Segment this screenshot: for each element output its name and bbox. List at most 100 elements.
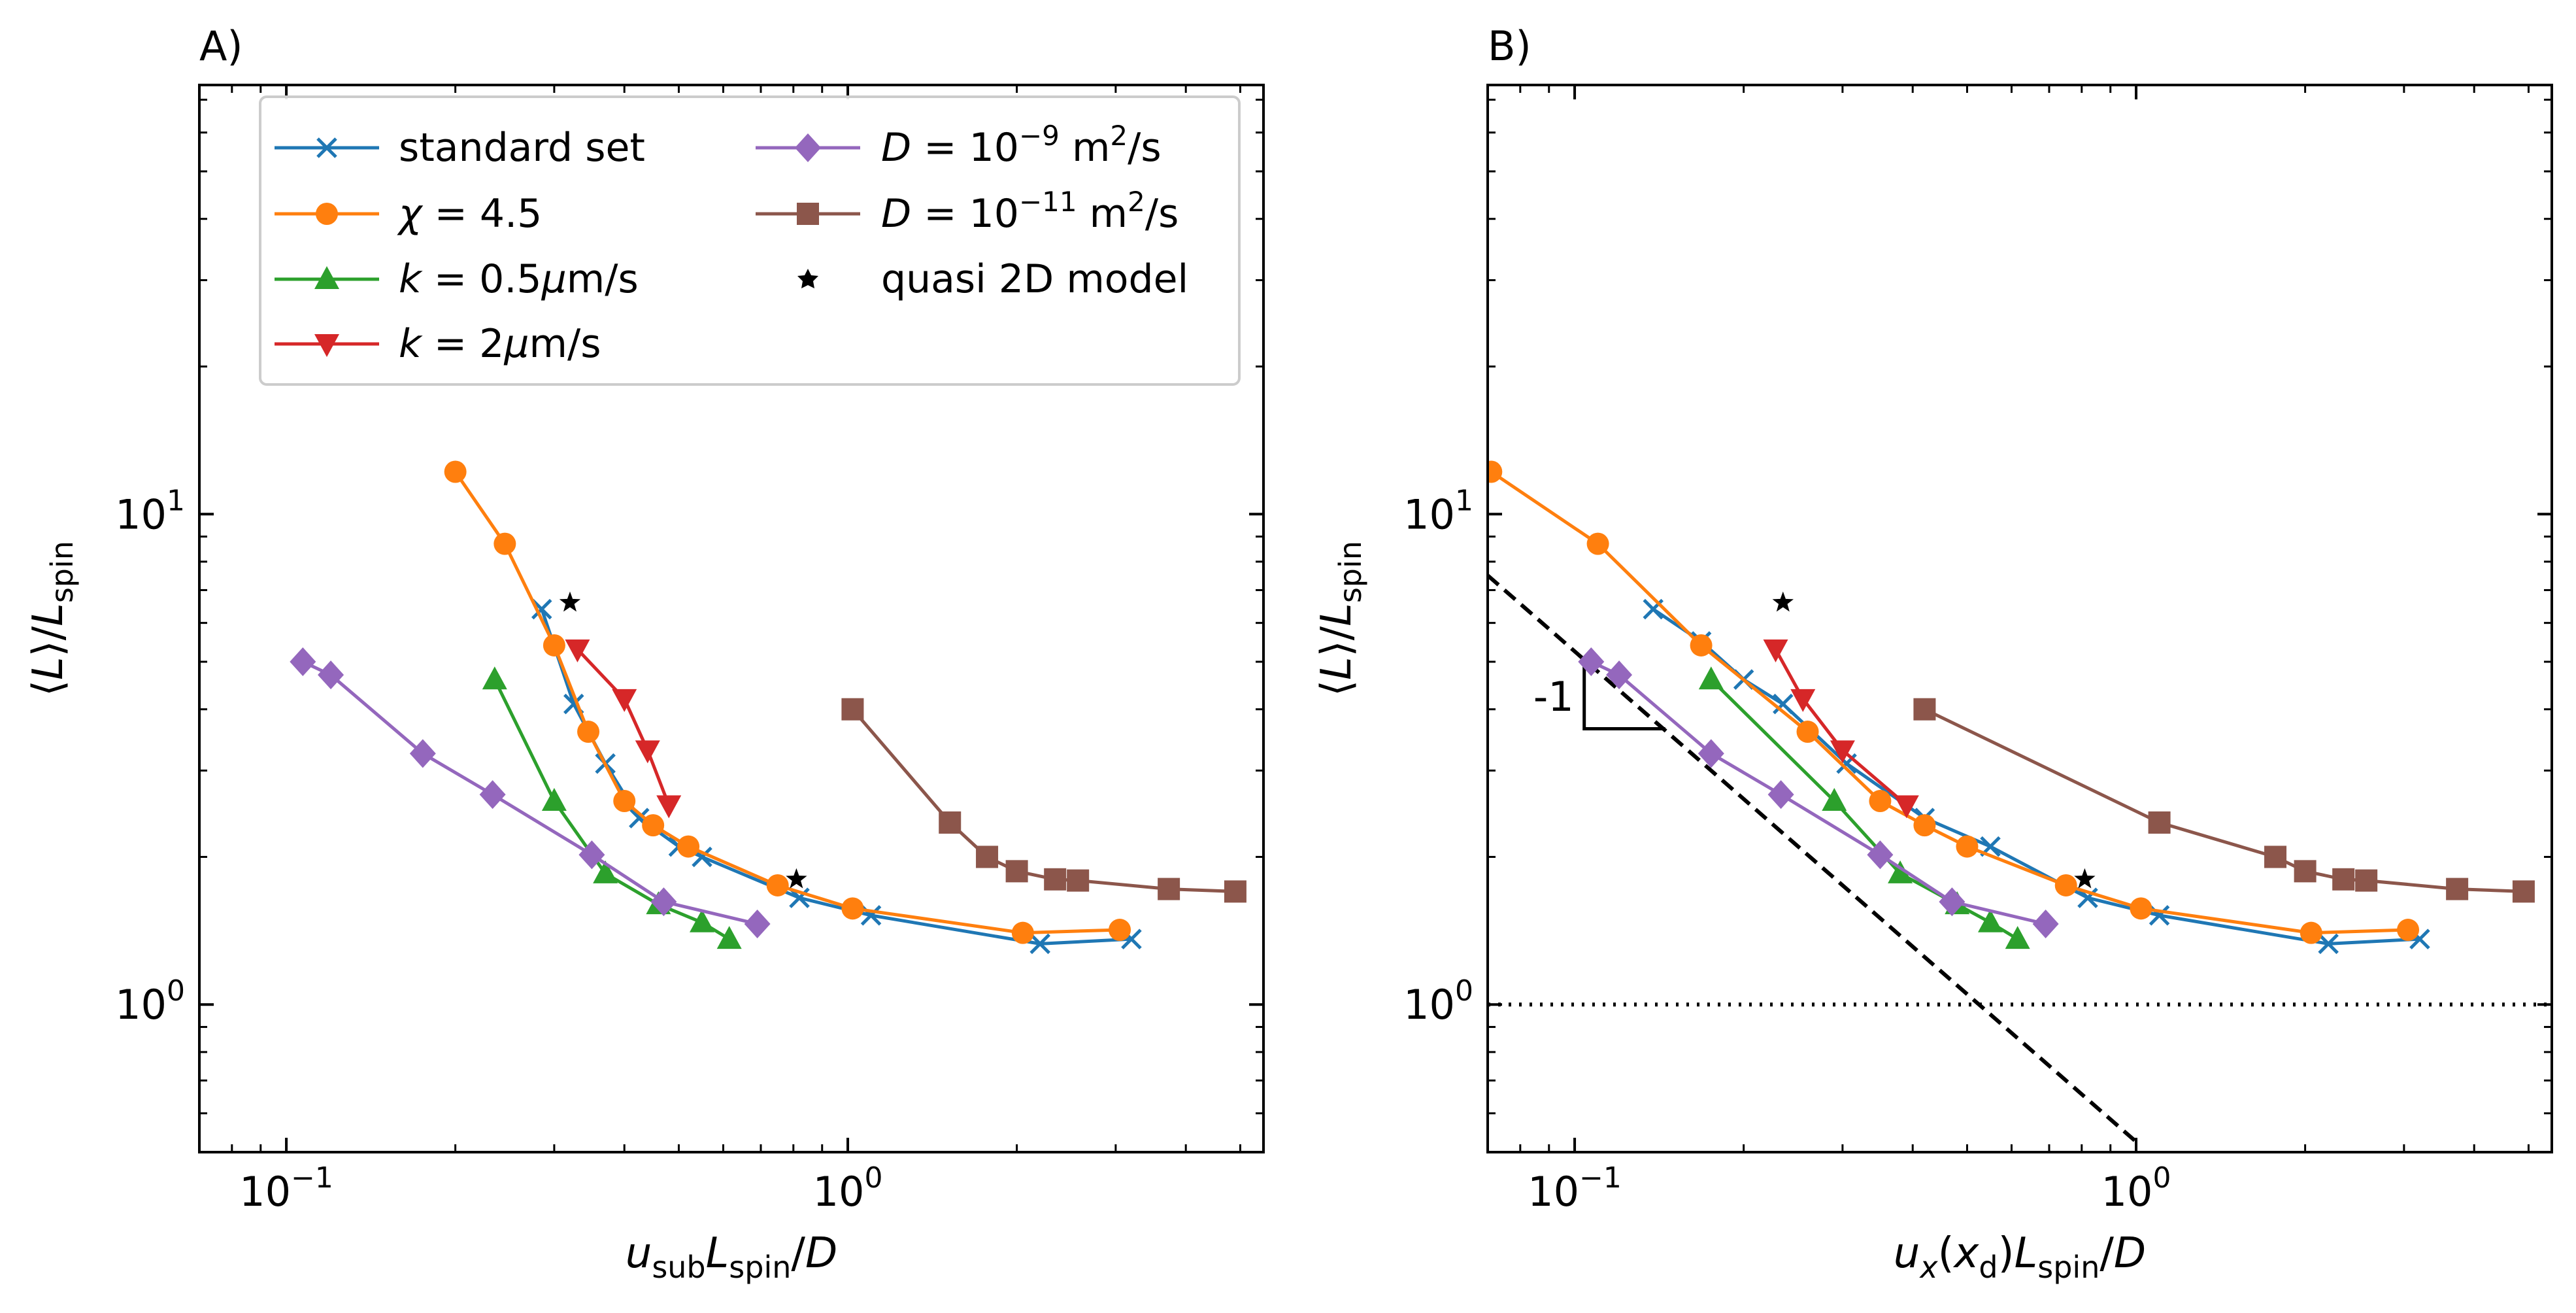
data-point-D11 [976,845,999,868]
data-point-D11 [1067,869,1090,892]
data-point-chi [1913,814,1936,837]
data-point-chi [2300,921,2322,944]
data-point-k2 [1894,795,1919,819]
panel-b-label: B) [1488,22,1531,70]
data-point-D9 [1939,887,1965,917]
slope-triangle [1582,664,1665,731]
data-point-D11 [1005,860,1028,883]
legend-item-standard: standard set [275,125,645,171]
data-point-k05 [1698,666,1724,690]
data-point-D11 [2512,880,2535,903]
data-point-k05 [541,788,567,811]
data-point-D11 [1913,698,1936,721]
series-quasi [1772,591,2096,889]
panel-b-xlabel: ux(xd)Lspin/D [1894,1229,2146,1285]
data-point-k05 [1888,860,1913,883]
data-point-D9 [744,909,771,938]
series-chi [1488,460,2420,944]
data-point-k05 [482,666,507,690]
data-point-D9 [650,887,677,917]
data-point-chi [1796,721,1819,743]
legend-item-chi: χ = 4.5 [275,191,542,237]
legend-label-k05: k = 0.5μm/s [399,256,639,302]
data-point-D11 [841,698,864,721]
legend-box [259,95,1241,386]
plot-content [1488,460,2552,1144]
data-point-standard [1773,693,1794,715]
series-quasi [559,591,807,889]
data-point-D11 [2148,811,2171,834]
panel-a-label: A) [199,22,243,70]
data-point-D9 [318,660,344,690]
data-point-quasi [2074,868,2096,889]
data-point-D11 [2264,845,2287,868]
x-tick-label: 10−1 [1528,1161,1622,1216]
y-tick-label: 101 [115,484,185,538]
data-point-D11 [2332,868,2355,891]
data-point-chi [1956,835,1979,858]
data-point-k05 [1978,909,2003,932]
data-point-k05 [593,860,618,883]
data-point-D9 [2032,909,2059,938]
data-point-k2 [635,740,660,764]
data-point-standard [2318,933,2339,955]
data-point-D11 [1158,878,1180,900]
series-D9 [1578,647,2059,938]
legend-item-D9: D = 10−9 m2/s [756,120,1162,171]
axis-ticks: 10−1 100 100 101 [115,85,1263,1216]
series-line-k2 [1774,648,1908,807]
data-point-chi [766,874,789,896]
data-point-chi [1869,790,1892,813]
axis-ticks: 10−1 100 100 101 [1403,85,2552,1216]
series-D11 [1913,698,2535,903]
data-point-chi [1109,919,1131,942]
panel-a: A) 10−1 100 100 101 ⟨L⟩/Lspin usubLspin/D s… [24,22,1265,1285]
panel-a-xlabel: usubLspin/D [626,1229,838,1285]
data-point-D9 [578,840,605,870]
series-k05 [482,666,742,949]
data-point-standard [531,598,552,620]
data-point-k2 [1830,740,1855,764]
data-point-chi [642,814,665,837]
y-tick-label: 100 [1403,974,1473,1029]
data-point-D9 [1698,739,1724,768]
data-point-D9 [290,647,316,677]
data-point-chi [613,790,636,813]
x-tick-label: 10−1 [239,1161,333,1216]
data-point-D11 [2294,860,2317,883]
data-point-chi [1011,921,1034,944]
data-point-chi [444,460,467,483]
legend-label-D11: D = 10−11 m2/s [881,186,1179,237]
data-point-D11 [2446,878,2469,900]
series-D9 [290,647,771,938]
data-point-quasi [559,591,581,612]
data-point-chi [2130,897,2152,920]
data-point-chi [1488,460,1503,483]
data-point-D9 [409,739,436,768]
data-point-k05 [1822,788,1847,811]
data-point-standard [1029,933,1050,955]
data-point-k05 [690,909,715,932]
legend-label-quasi: quasi 2D model [881,256,1188,302]
series-k2 [565,639,682,819]
series-k2 [1763,639,1919,819]
legend-label-chi: χ = 4.5 [397,191,542,237]
data-point-D11 [1044,868,1067,891]
data-point-chi [493,532,516,555]
plot-content [290,460,1246,955]
legend-item-D11: D = 10−11 m2/s [756,186,1179,237]
data-point-chi [841,897,864,920]
data-point-chi [2397,919,2420,942]
y-tick-label: 101 [1403,484,1473,538]
data-point-D9 [1867,840,1894,870]
panel-b-ylabel: ⟨L⟩/Lspin [1313,541,1368,696]
legend: standard set χ = 4.5 k = 0.5μm/s k = 2μm… [259,95,1241,386]
data-point-chi [677,835,700,858]
data-point-D11 [939,811,962,834]
legend-label-standard: standard set [399,125,645,171]
data-point-k2 [565,639,590,663]
data-point-chi [1690,634,1713,656]
data-point-chi [2054,874,2077,896]
panel-b-frame [1486,84,2553,1153]
